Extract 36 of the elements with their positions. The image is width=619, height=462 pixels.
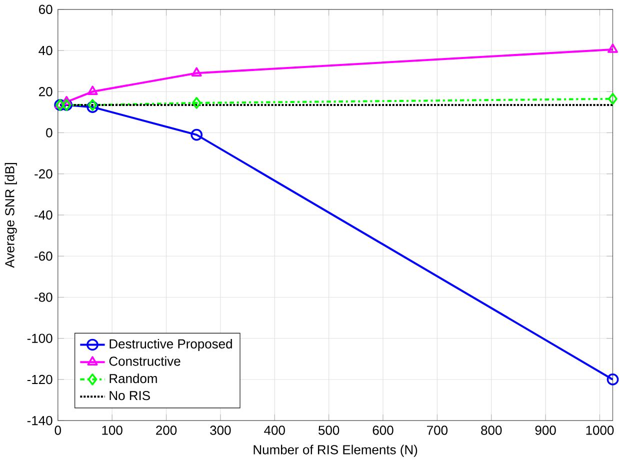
legend-label: Constructive: [109, 356, 180, 366]
point: [87, 86, 98, 96]
point: [606, 374, 619, 386]
point: [608, 93, 618, 105]
x-tick-label: 500: [318, 426, 340, 436]
legend-label: Destructive Proposed: [110, 339, 232, 352]
x-tick-label: 800: [481, 426, 502, 436]
y-tick-label: -40: [34, 210, 52, 220]
x-axis-title: Number of RIS Elements (N): [254, 444, 418, 458]
point: [192, 97, 202, 110]
x-tick-label: 700: [427, 426, 448, 436]
point: [608, 44, 618, 54]
y-tick-label: 0: [46, 128, 52, 138]
y-tick-label: -60: [34, 252, 52, 261]
x-tick-label: 300: [210, 426, 231, 436]
y-tick-label: 20: [39, 87, 52, 96]
x-tick-label: 1000: [586, 426, 614, 436]
legend-label: No RIS: [110, 391, 150, 400]
x-tick-label: 200: [156, 426, 177, 436]
x-tick-label: 400: [264, 426, 285, 436]
point: [61, 96, 72, 106]
x-tick-label: 0: [54, 426, 62, 436]
point: [190, 129, 203, 141]
y-tick-label: -20: [34, 169, 52, 179]
x-tick-label: 600: [372, 426, 394, 436]
y-tick-label: 60: [39, 4, 52, 14]
y-tick-label: -140: [27, 416, 52, 426]
y-tick-label: -120: [27, 375, 52, 384]
point: [191, 67, 202, 77]
y-axis-title: Average SNR [dB]: [4, 163, 17, 268]
y-tick-label: -100: [27, 334, 52, 344]
x-tick-label: 100: [102, 426, 122, 436]
y-tick-label: 40: [38, 46, 52, 56]
legend-label: Random: [110, 374, 157, 384]
x-tick-label: 900: [535, 426, 556, 436]
y-tick-label: -80: [34, 292, 52, 302]
